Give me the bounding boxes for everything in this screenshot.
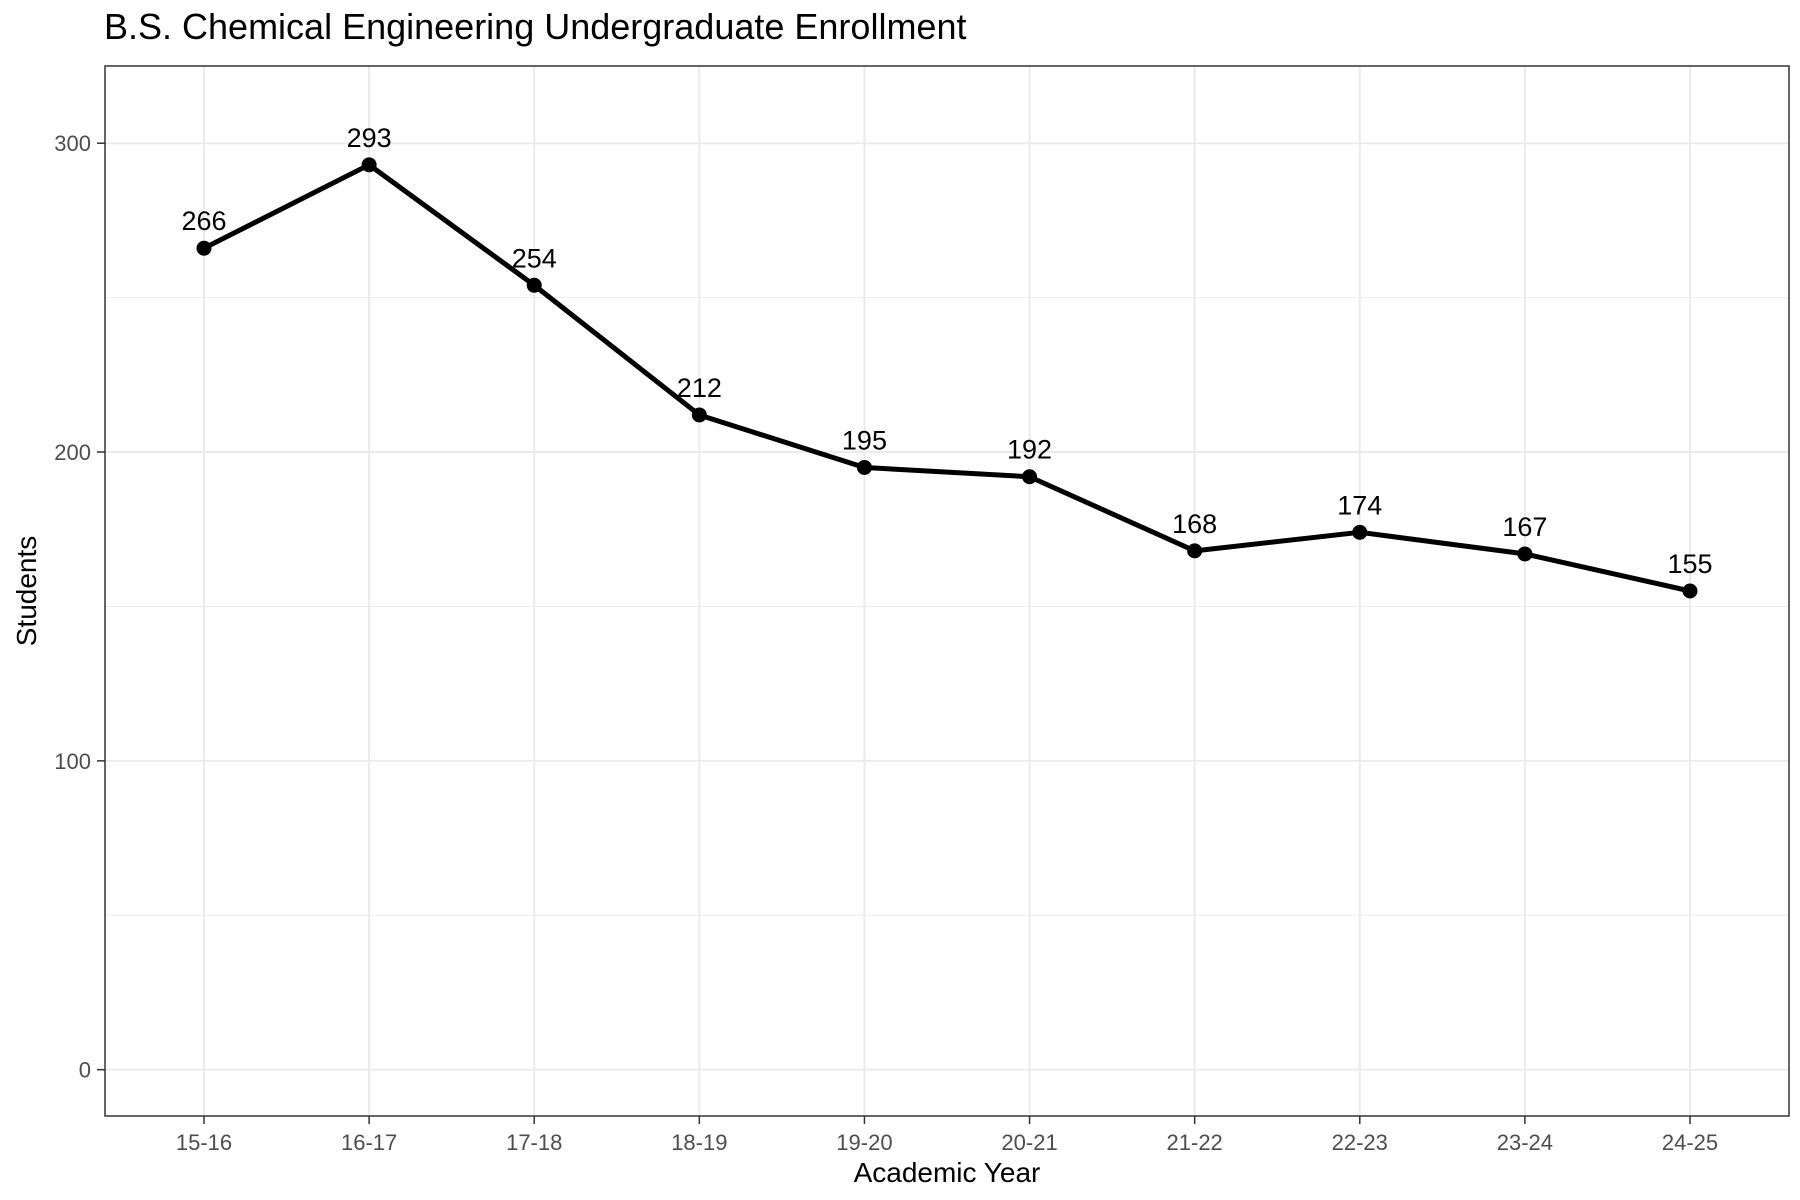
data-label: 167 [1502,512,1547,542]
data-point [1517,546,1533,562]
data-point [1352,524,1368,540]
x-tick-label: 23-24 [1497,1130,1553,1155]
x-tick-label: 21-22 [1167,1130,1223,1155]
data-point [361,157,377,173]
series-layer: 266 293 254 212 195 192 168 174 167 155 [181,123,1713,599]
chart-title: B.S. Chemical Engineering Undergraduate … [104,6,967,47]
y-tick-label: 300 [54,131,91,156]
x-tick-label: 19-20 [836,1130,892,1155]
data-label: 293 [347,123,392,153]
plot-panel-border [104,65,1790,1117]
series-line [201,162,1693,594]
data-point [196,240,212,256]
y-tick-label: 200 [54,440,91,465]
y-tick-label: 100 [54,749,91,774]
x-tick-label: 15-16 [176,1130,232,1155]
x-tick-label: 18-19 [671,1130,727,1155]
data-label: 212 [677,373,722,403]
data-point [1022,469,1038,485]
data-label: 174 [1337,490,1382,520]
data-label: 195 [842,425,887,455]
data-point [526,277,542,293]
data-point [1187,543,1203,559]
y-axis-title: Students [11,536,42,647]
x-axis-title: Academic Year [854,1157,1041,1188]
data-point [1682,583,1698,599]
x-tick-label: 22-23 [1332,1130,1388,1155]
data-label: 168 [1172,509,1217,539]
data-label: 192 [1007,435,1052,465]
data-label: 155 [1667,549,1712,579]
plot-panel-background [105,66,1789,1116]
data-label: 266 [181,206,226,236]
x-tick-label: 20-21 [1001,1130,1057,1155]
x-tick-label: 17-18 [506,1130,562,1155]
data-label: 254 [512,243,557,273]
data-point [856,459,872,475]
axes: 0 100 200 300 15-16 16-17 17-18 18-19 19-20 20-21… [54,131,1718,1155]
data-point [691,407,707,423]
x-tick-label: 24-25 [1662,1130,1718,1155]
y-tick-label: 0 [79,1058,91,1083]
x-tick-label: 16-17 [341,1130,397,1155]
